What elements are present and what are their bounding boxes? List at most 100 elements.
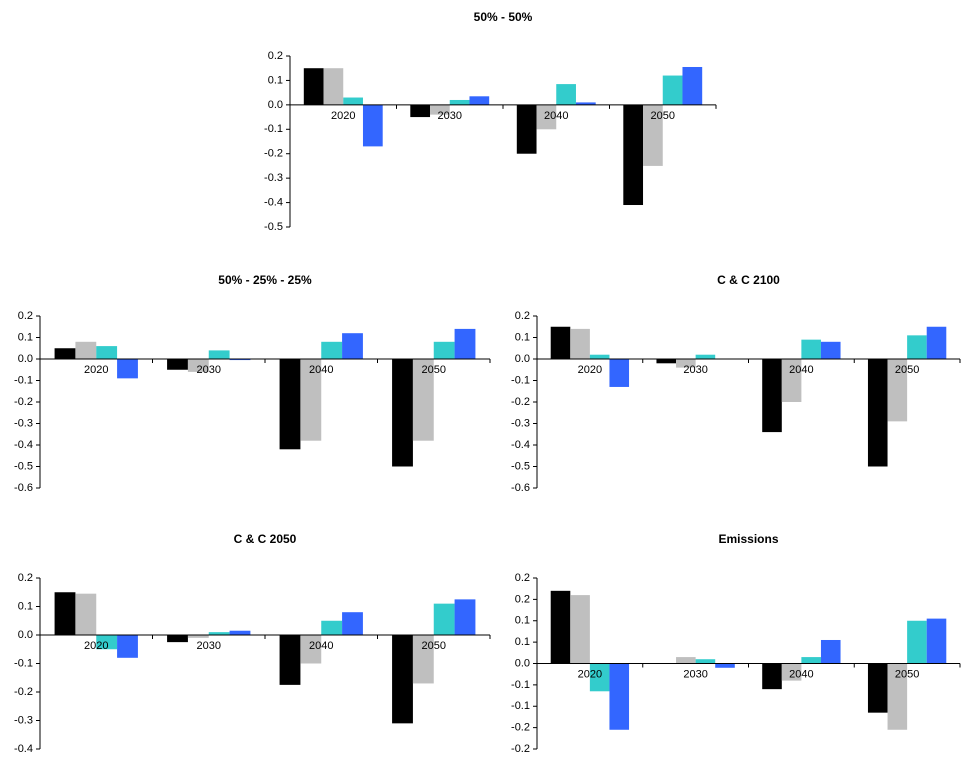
bar xyxy=(575,102,596,105)
bar xyxy=(303,68,324,105)
bar xyxy=(433,603,455,635)
bar xyxy=(75,593,97,635)
y-tick-label: 0.2 xyxy=(515,310,530,322)
bar xyxy=(321,341,343,359)
bar xyxy=(208,350,230,359)
bar xyxy=(167,359,188,370)
bar xyxy=(609,663,630,730)
y-tick-label: 0.2 xyxy=(268,50,283,62)
bar xyxy=(343,97,363,105)
bar xyxy=(469,96,490,105)
bar xyxy=(187,359,209,372)
y-tick-label: 0.2 xyxy=(515,593,530,605)
x-tick-label: 2050 xyxy=(651,110,675,122)
bar xyxy=(342,612,363,635)
bar xyxy=(323,68,344,105)
y-tick-label: 0.0 xyxy=(515,657,530,669)
bar xyxy=(926,618,947,664)
y-tick-label: -0.6 xyxy=(511,482,530,494)
bar xyxy=(96,346,118,359)
y-tick-label: -0.3 xyxy=(511,417,530,429)
bar xyxy=(570,328,590,359)
y-tick-label: 0.1 xyxy=(515,331,530,343)
bar xyxy=(410,104,431,118)
x-tick-label: 2040 xyxy=(544,110,568,122)
bar xyxy=(867,663,888,713)
chart-title: Emissions xyxy=(718,532,778,546)
x-tick-label: 2020 xyxy=(578,364,602,376)
x-tick-label: 2050 xyxy=(422,640,446,652)
x-tick-label: 2030 xyxy=(438,110,462,122)
y-tick-label: -0.1 xyxy=(511,679,530,691)
y-tick-label: -0.1 xyxy=(14,374,33,386)
y-tick-label: -0.5 xyxy=(511,460,530,472)
y-tick-label: 0.0 xyxy=(18,353,33,365)
bar xyxy=(208,632,230,635)
bar xyxy=(820,639,841,664)
x-tick-label: 2050 xyxy=(422,364,446,376)
y-tick-label: -0.2 xyxy=(14,396,33,408)
y-tick-label: 0.0 xyxy=(515,353,530,365)
y-tick-label: 0.1 xyxy=(18,331,33,343)
x-tick-label: 2040 xyxy=(789,364,813,376)
bar xyxy=(187,635,209,638)
x-tick-label: 2050 xyxy=(895,364,919,376)
y-tick-label: -0.1 xyxy=(511,700,530,712)
bar xyxy=(623,104,644,206)
bar xyxy=(556,84,576,105)
y-tick-label: 0.0 xyxy=(18,629,33,641)
bar xyxy=(54,348,76,359)
bar xyxy=(279,359,301,450)
y-tick-label: -0.2 xyxy=(511,743,530,755)
bar xyxy=(117,359,138,379)
x-tick-label: 2020 xyxy=(84,364,108,376)
bar xyxy=(676,359,696,368)
bar xyxy=(867,359,888,467)
bar xyxy=(682,66,703,105)
bar xyxy=(801,339,821,359)
bar xyxy=(676,657,696,664)
bar xyxy=(433,341,455,359)
x-tick-label: 2040 xyxy=(789,668,813,680)
bar xyxy=(362,104,383,147)
bar xyxy=(550,590,571,664)
bar xyxy=(820,341,841,359)
bar xyxy=(300,635,322,664)
bar xyxy=(392,359,413,467)
x-tick-label: 2020 xyxy=(331,110,355,122)
bar xyxy=(300,359,322,441)
y-tick-label: -0.1 xyxy=(511,374,530,386)
y-tick-label: 0.1 xyxy=(18,600,33,612)
bar xyxy=(342,333,363,359)
x-tick-label: 2020 xyxy=(578,668,602,680)
y-tick-label: -0.4 xyxy=(14,743,33,755)
x-tick-label: 2040 xyxy=(309,640,333,652)
y-tick-label: 0.1 xyxy=(515,615,530,627)
bar xyxy=(96,635,118,650)
chart-title: C & C 2100 xyxy=(717,273,780,287)
y-tick-label: -0.2 xyxy=(511,396,530,408)
bar xyxy=(762,359,782,433)
chart-title: C & C 2050 xyxy=(234,532,297,546)
y-tick-label: -0.3 xyxy=(264,172,283,184)
bar xyxy=(887,663,908,730)
y-tick-label: -0.3 xyxy=(14,714,33,726)
x-tick-label: 2020 xyxy=(84,640,108,652)
bar xyxy=(75,341,97,359)
y-tick-label: -0.5 xyxy=(264,221,283,233)
chart-title: 50% - 50% xyxy=(474,10,533,24)
bar xyxy=(516,104,537,154)
bar xyxy=(412,635,434,684)
bar xyxy=(279,635,301,685)
x-tick-label: 2030 xyxy=(197,364,221,376)
y-tick-label: -0.3 xyxy=(14,417,33,429)
bar xyxy=(449,99,470,105)
y-tick-label: 0.2 xyxy=(18,572,33,584)
y-tick-label: 0.0 xyxy=(268,99,283,111)
y-tick-label: 0.2 xyxy=(18,310,33,322)
bar xyxy=(609,359,630,387)
bar xyxy=(643,104,663,166)
bar xyxy=(54,592,76,635)
bar xyxy=(321,620,343,635)
